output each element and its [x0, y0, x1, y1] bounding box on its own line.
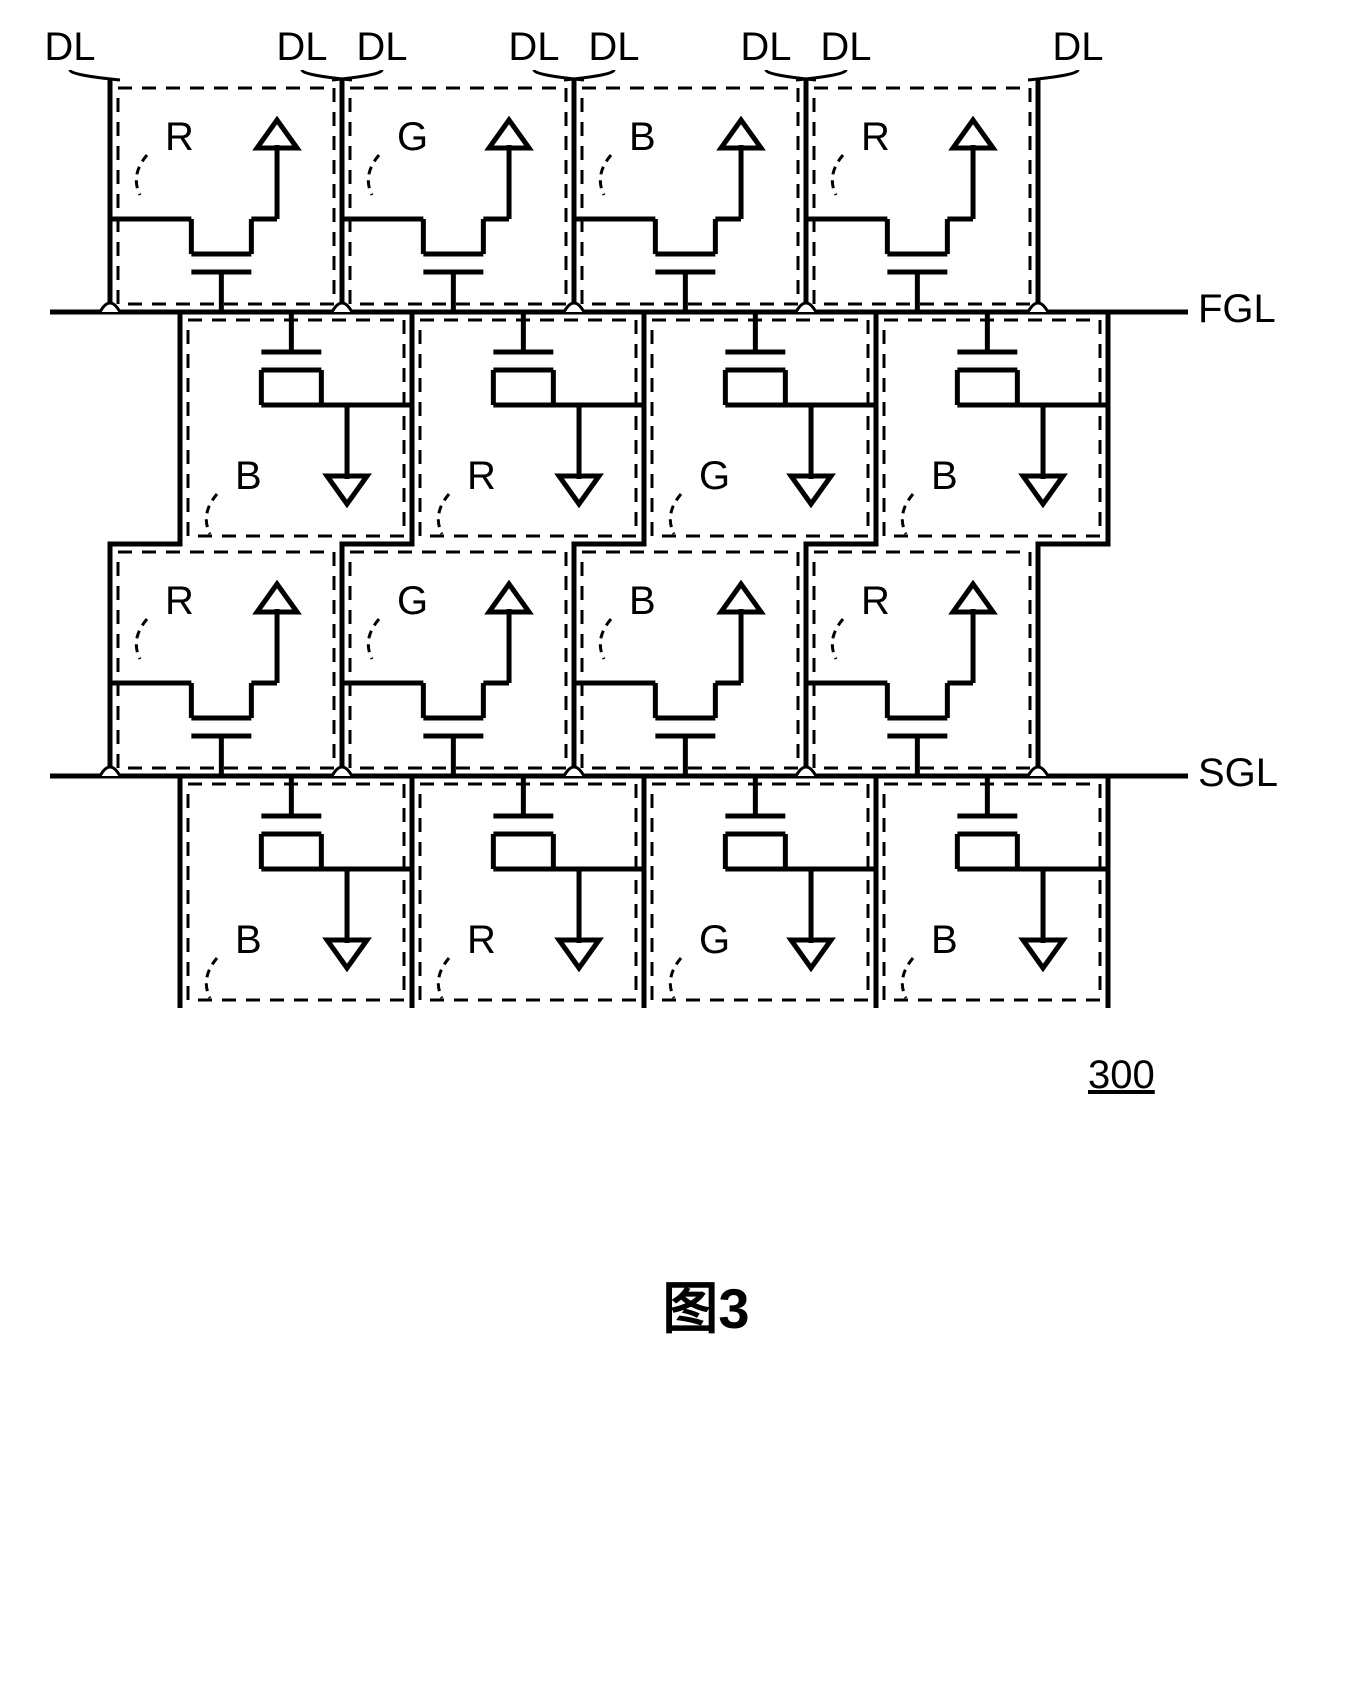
pixel-color-label: G: [699, 918, 730, 962]
crossover-bump: [1028, 303, 1048, 312]
pixel-color-label: B: [629, 579, 656, 623]
pixel-cell: B: [884, 776, 1108, 1000]
dl-label: DL: [276, 25, 327, 69]
pixel-color-label: R: [861, 115, 890, 159]
pixel-triangle: [953, 120, 993, 148]
pixel-cell: R: [806, 552, 1030, 776]
crossover-bump: [1028, 767, 1048, 776]
crossover-bump: [564, 767, 584, 776]
pixel-triangle: [1023, 476, 1063, 504]
dl-lead: [302, 70, 352, 80]
pixel-cell: B: [574, 88, 798, 312]
label-lead: [902, 494, 913, 534]
dl-label: DL: [820, 25, 871, 69]
pixel-triangle: [257, 120, 297, 148]
pixel-triangle: [559, 476, 599, 504]
pixel-color-label: B: [629, 115, 656, 159]
dl-label: DL: [740, 25, 791, 69]
dl-lead: [70, 70, 120, 80]
label-lead: [368, 619, 379, 659]
pixel-color-label: B: [931, 454, 958, 498]
pixel-cell: B: [188, 776, 412, 1000]
crossover-bump: [332, 303, 352, 312]
pixel-color-label: B: [235, 454, 262, 498]
pixel-triangle: [791, 940, 831, 968]
crossover-bump: [564, 303, 584, 312]
dl-lead: [534, 70, 584, 80]
pixel-triangle: [721, 584, 761, 612]
pixel-color-label: G: [699, 454, 730, 498]
pixel-cell: B: [188, 312, 412, 536]
gateline-label: FGL: [1198, 287, 1276, 331]
label-lead: [670, 958, 681, 998]
pixel-cell: G: [652, 312, 876, 536]
figure-caption: 图3: [662, 1277, 749, 1340]
crossover-bump: [100, 303, 120, 312]
pixel-triangle: [327, 476, 367, 504]
dl-lead: [766, 70, 816, 80]
label-lead: [438, 494, 449, 534]
pixel-triangle: [257, 584, 297, 612]
circuit-diagram: DL DL DL DL DL DL DL DL FGL SGL R G B R B R G B R G B R B R G B 30…: [20, 20, 1372, 1676]
crossover-bump: [796, 767, 816, 776]
pixel-color-label: G: [397, 115, 428, 159]
pixel-triangle: [489, 584, 529, 612]
pixel-triangle: [721, 120, 761, 148]
pixel-color-label: G: [397, 579, 428, 623]
pixel-triangle: [327, 940, 367, 968]
label-lead: [600, 155, 611, 195]
pixel-cell: R: [806, 88, 1030, 312]
dl-label: DL: [1052, 25, 1103, 69]
pixel-color-label: R: [861, 579, 890, 623]
label-lead: [438, 958, 449, 998]
pixel-cell: G: [342, 88, 566, 312]
figure-ref-number: 300: [1088, 1053, 1155, 1097]
gateline-label: SGL: [1198, 751, 1278, 795]
pixel-triangle: [953, 584, 993, 612]
pixel-cell: B: [884, 312, 1108, 536]
pixel-cell: R: [420, 312, 644, 536]
pixel-triangle: [559, 940, 599, 968]
pixel-color-label: R: [165, 115, 194, 159]
label-lead: [136, 155, 147, 195]
pixel-color-label: R: [467, 454, 496, 498]
pixel-cell: R: [110, 88, 334, 312]
pixel-color-label: R: [467, 918, 496, 962]
pixel-color-label: B: [235, 918, 262, 962]
label-lead: [206, 494, 217, 534]
dl-label: DL: [588, 25, 639, 69]
label-lead: [368, 155, 379, 195]
pixel-cell: G: [342, 552, 566, 776]
crossover-bump: [796, 303, 816, 312]
figure-container: DL DL DL DL DL DL DL DL FGL SGL R G B R B R G B R G B R B R G B 30…: [20, 20, 1372, 1676]
pixel-cell: R: [420, 776, 644, 1000]
label-lead: [206, 958, 217, 998]
dl-label: DL: [44, 25, 95, 69]
pixel-triangle: [791, 476, 831, 504]
pixel-color-label: B: [931, 918, 958, 962]
dl-lead: [1028, 70, 1078, 80]
pixel-cell: B: [574, 552, 798, 776]
dl-label: DL: [508, 25, 559, 69]
dl-label: DL: [356, 25, 407, 69]
label-lead: [902, 958, 913, 998]
label-lead: [832, 155, 843, 195]
pixel-triangle: [1023, 940, 1063, 968]
pixel-color-label: R: [165, 579, 194, 623]
label-lead: [832, 619, 843, 659]
label-lead: [600, 619, 611, 659]
pixel-cell: R: [110, 552, 334, 776]
crossover-bump: [100, 767, 120, 776]
pixel-triangle: [489, 120, 529, 148]
crossover-bump: [332, 767, 352, 776]
label-lead: [670, 494, 681, 534]
label-lead: [136, 619, 147, 659]
pixel-cell: G: [652, 776, 876, 1000]
